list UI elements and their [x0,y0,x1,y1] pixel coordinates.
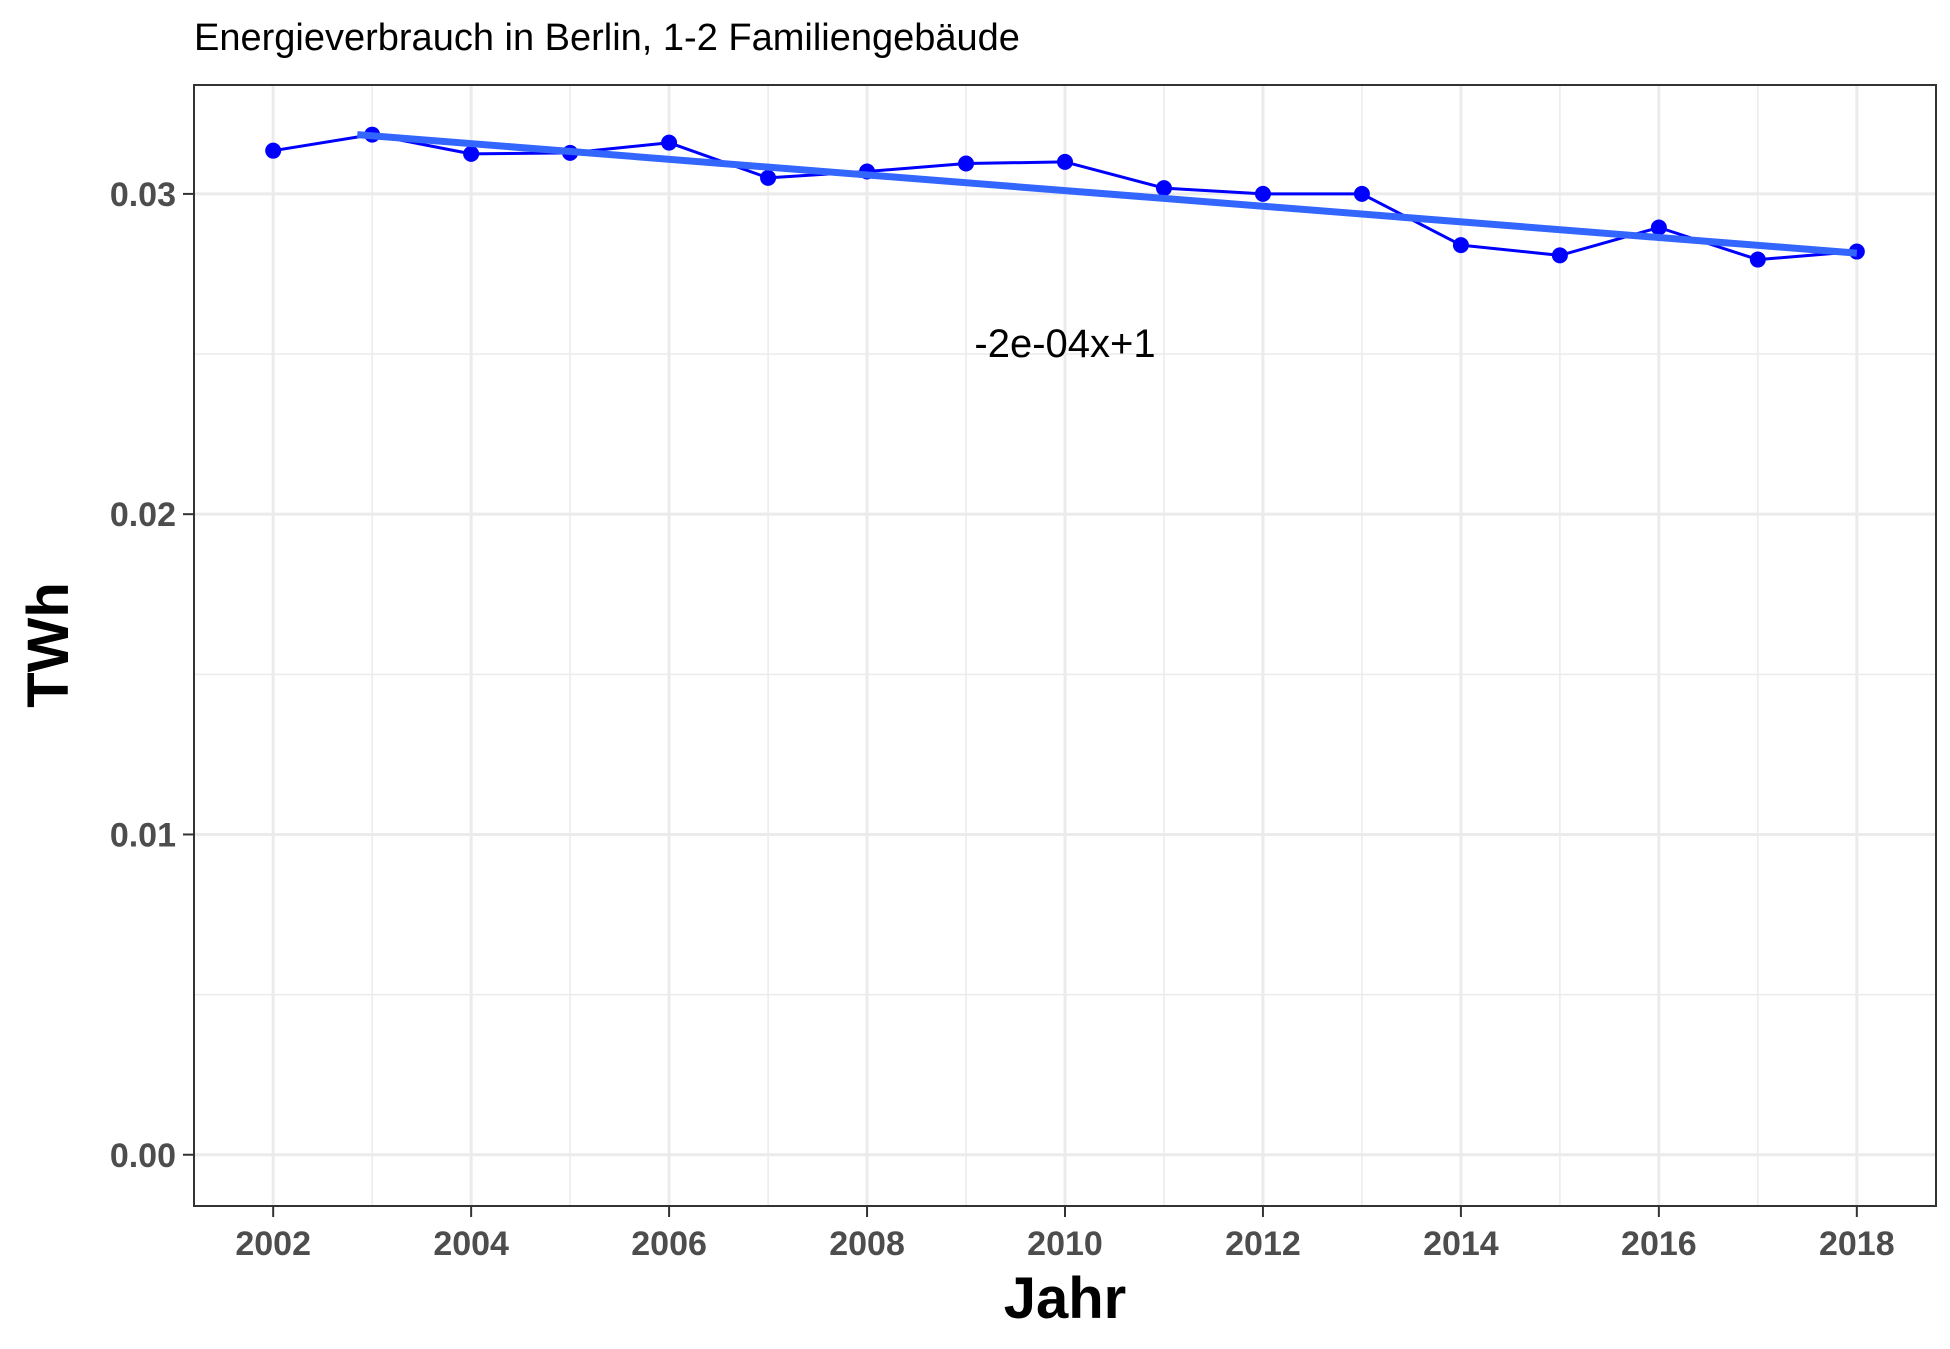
x-tick-label: 2014 [1423,1225,1499,1263]
data-point [760,169,777,186]
x-tick-label: 2006 [631,1225,707,1263]
x-axis-title: Jahr [1004,1266,1127,1331]
chart-title: Energieverbrauch in Berlin, 1-2 Familien… [194,17,1020,59]
data-point [1749,251,1766,268]
trend-line-layer [357,131,1858,257]
x-tick-label: 2008 [829,1225,905,1263]
y-axis-ticks [183,192,194,1156]
x-tick-label: 2018 [1819,1225,1895,1263]
x-axis-tick-labels: 2002 2004 2006 2008 2010 2012 2014 2016 2018 [235,1225,1894,1263]
data-point [1551,247,1568,264]
y-tick-label: 0.03 [110,176,176,214]
x-tick-label: 2016 [1621,1225,1697,1263]
data-point [1650,219,1667,236]
x-tick-label: 2012 [1225,1225,1301,1263]
data-point [1057,153,1073,170]
data-point [1155,180,1172,197]
y-axis-tick-labels: 0.00 0.01 0.02 0.03 [110,176,176,1175]
data-point [1452,237,1469,254]
data-point [661,134,678,151]
series-layer [265,126,1865,268]
annotation-label: -2e-04x+1 [974,322,1155,366]
y-axis-title: TWh [16,582,81,708]
y-tick-label: 0.01 [110,816,176,854]
data-point [958,155,975,172]
trend-line [357,131,1858,257]
y-tick-label: 0.00 [110,1137,176,1175]
data-point [1254,185,1271,202]
y-tick-label: 0.02 [110,496,176,534]
x-tick-label: 2004 [433,1225,509,1263]
x-tick-label: 2002 [235,1225,311,1263]
data-point [265,142,282,159]
x-axis-ticks [272,1206,1858,1217]
x-tick-label: 2010 [1027,1225,1103,1263]
data-point [463,145,480,162]
data-point [1353,185,1370,202]
